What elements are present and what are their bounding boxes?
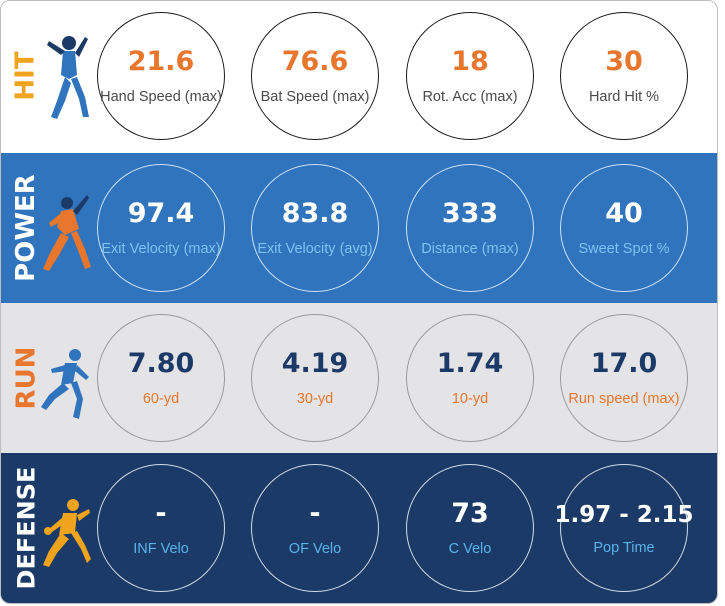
- metric-value: 73: [451, 498, 489, 529]
- pop-time-metric: 1.97 - 2.15 Pop Time: [554, 464, 694, 592]
- power-section-label: POWER: [9, 163, 43, 293]
- runner-icon: [41, 349, 89, 419]
- bat-speed-metric: 76.6 Bat Speed (max): [251, 12, 379, 140]
- inf-velo-metric: - INF Velo: [97, 464, 225, 592]
- power-section: POWER 97.4 Exit Velocity (max) 83.8 Exit…: [1, 153, 717, 303]
- rot-acc-metric: 18 Rot. Acc (max): [406, 12, 534, 140]
- metric-label: 60-yd: [142, 391, 180, 407]
- metric-value: 97.4: [127, 198, 195, 229]
- sweet-spot-metric: 40 Sweet Spot %: [560, 164, 688, 292]
- hit-side: HIT: [9, 11, 93, 141]
- power-label-text: POWER: [11, 174, 41, 282]
- c-velo-metric: 73 C Velo: [406, 464, 534, 592]
- metric-value: -: [155, 498, 167, 529]
- metric-label: Run speed (max): [568, 391, 680, 407]
- thirty-yd-metric: 4.19 30-yd: [251, 314, 379, 442]
- hard-hit-metric: 30 Hard Hit %: [560, 12, 688, 140]
- defense-section-label: DEFENSE: [9, 463, 43, 593]
- of-velo-metric: - OF Velo: [251, 464, 379, 592]
- metric-value: 1.97 - 2.15: [554, 502, 694, 528]
- run-speed-metric: 17.0 Run speed (max): [560, 314, 688, 442]
- metric-label: Hand Speed (max): [100, 89, 222, 105]
- power-hitter-icon: [43, 195, 91, 271]
- fielder-icon: [43, 499, 91, 567]
- metric-value: -: [309, 498, 321, 529]
- metric-value: 1.74: [436, 348, 504, 379]
- metric-label: Bat Speed (max): [260, 89, 370, 105]
- run-section-label: RUN: [9, 313, 43, 443]
- metric-label: INF Velo: [133, 541, 189, 557]
- hand-speed-metric: 21.6 Hand Speed (max): [97, 12, 225, 140]
- metric-label: Rot. Acc (max): [422, 89, 518, 105]
- defense-section: DEFENSE - INF Velo - OF Velo 73 C Velo: [1, 453, 717, 603]
- power-side: POWER: [9, 163, 93, 293]
- run-section: RUN 7.80 60-yd 4.19 30-yd 1.74 10-yd 17.…: [1, 303, 717, 453]
- metric-label: Sweet Spot %: [578, 241, 670, 257]
- exit-velocity-avg-metric: 83.8 Exit Velocity (avg): [251, 164, 379, 292]
- hit-section: HIT 21.6 Hand Speed (max) 76.6 Bat Speed…: [1, 1, 717, 151]
- defense-label-text: DEFENSE: [12, 466, 40, 590]
- metric-value: 83.8: [281, 198, 349, 229]
- metric-value: 4.19: [281, 348, 349, 379]
- metric-value: 7.80: [127, 348, 195, 379]
- exit-velocity-max-metric: 97.4 Exit Velocity (max): [97, 164, 225, 292]
- metric-value: 30: [605, 46, 643, 77]
- metric-label: C Velo: [448, 541, 492, 557]
- metric-value: 333: [441, 198, 499, 229]
- run-label-text: RUN: [11, 346, 41, 410]
- hit-label-text: HIT: [11, 51, 42, 101]
- hit-section-label: HIT: [9, 11, 43, 141]
- batter-icon: [47, 36, 89, 119]
- metric-value: 40: [605, 198, 643, 229]
- metric-label: Exit Velocity (max): [101, 241, 221, 257]
- metric-value: 17.0: [590, 348, 658, 379]
- run-side: RUN: [9, 313, 93, 443]
- metric-label: OF Velo: [288, 541, 342, 557]
- metric-value: 18: [451, 46, 489, 77]
- metric-label: Distance (max): [421, 241, 519, 257]
- metric-value: 21.6: [127, 46, 195, 77]
- defense-side: DEFENSE: [9, 463, 93, 593]
- metric-value: 76.6: [281, 46, 349, 77]
- distance-max-metric: 333 Distance (max): [406, 164, 534, 292]
- metric-label: 10-yd: [451, 391, 489, 407]
- metric-label: Exit Velocity (avg): [257, 241, 373, 257]
- metric-label: Hard Hit %: [588, 89, 660, 105]
- metric-label: Pop Time: [593, 540, 655, 556]
- metric-label: 30-yd: [296, 391, 334, 407]
- ten-yd-metric: 1.74 10-yd: [406, 314, 534, 442]
- sixty-yd-metric: 7.80 60-yd: [97, 314, 225, 442]
